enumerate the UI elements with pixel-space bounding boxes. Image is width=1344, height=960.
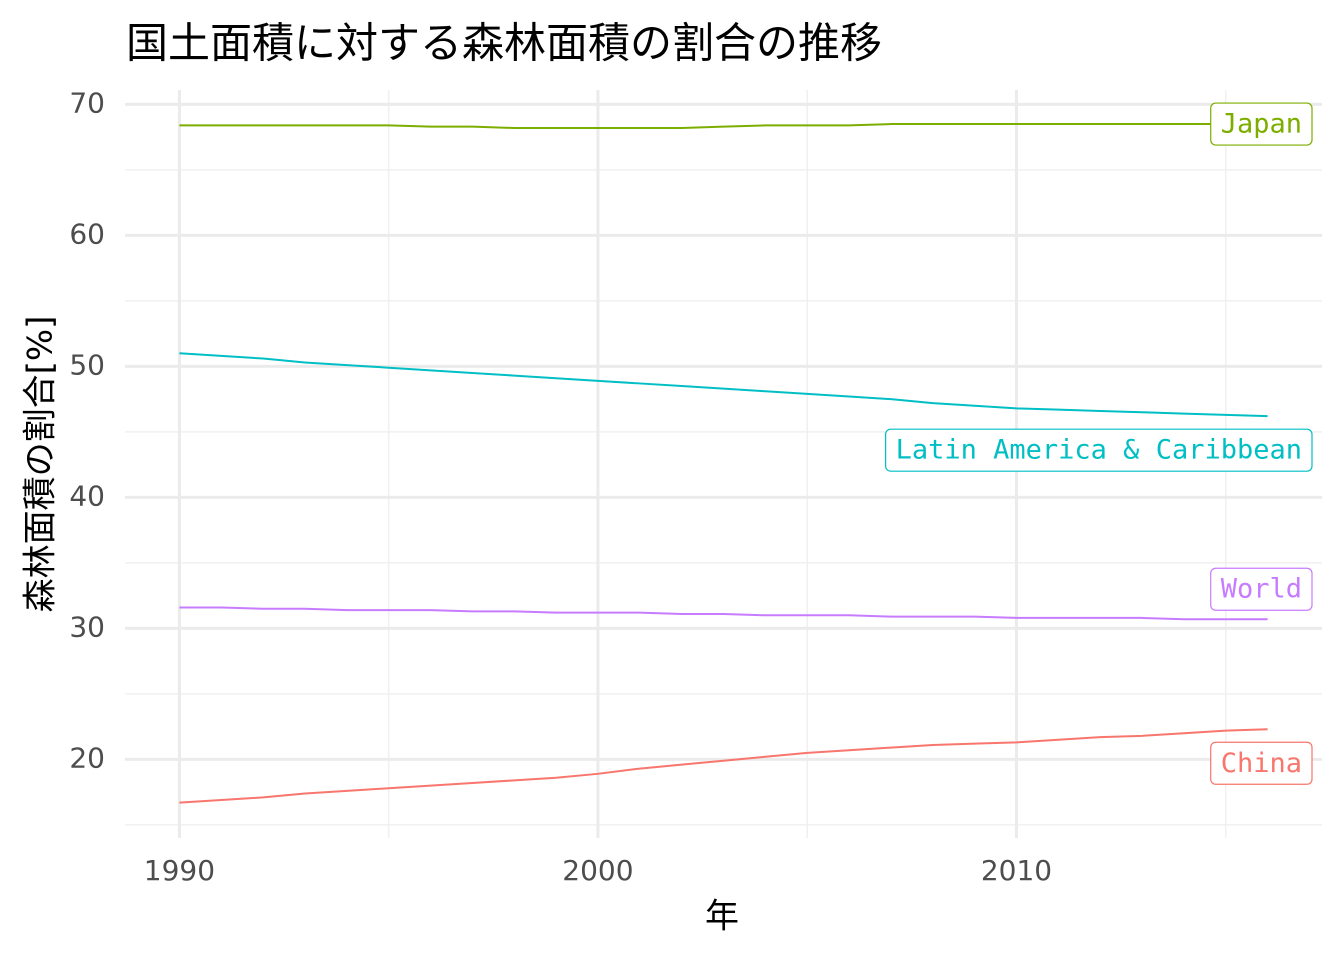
series-label: World: [1221, 574, 1302, 605]
series-label: Japan: [1221, 109, 1302, 140]
data-line: [179, 728, 1268, 804]
data-line: [179, 352, 1268, 418]
x-tick-label: 1990: [144, 854, 215, 887]
x-axis-label: 年: [705, 897, 739, 937]
y-axis-label: 森林面積の割合[%]: [21, 316, 61, 613]
series-label-box: [1210, 741, 1313, 785]
y-tick-label: 50: [69, 348, 105, 381]
series-label-box: [885, 428, 1313, 472]
data-line: [179, 606, 1268, 621]
series-label: China: [1221, 748, 1302, 779]
y-tick-label: 70: [69, 86, 105, 119]
x-tick-label: 2010: [981, 854, 1052, 887]
chart-title: 国土面積に対する森林面積の割合の推移: [126, 19, 882, 68]
data-line: [179, 123, 1268, 129]
series-label-box: [1210, 102, 1313, 146]
y-tick-label: 20: [69, 741, 105, 774]
x-tick-label: 2000: [562, 854, 633, 887]
series-label-box: [1210, 567, 1313, 611]
series-label: Latin America & Caribbean: [896, 435, 1302, 466]
y-tick-label: 60: [69, 217, 105, 250]
y-tick-label: 30: [69, 610, 105, 643]
y-tick-label: 40: [69, 479, 105, 512]
